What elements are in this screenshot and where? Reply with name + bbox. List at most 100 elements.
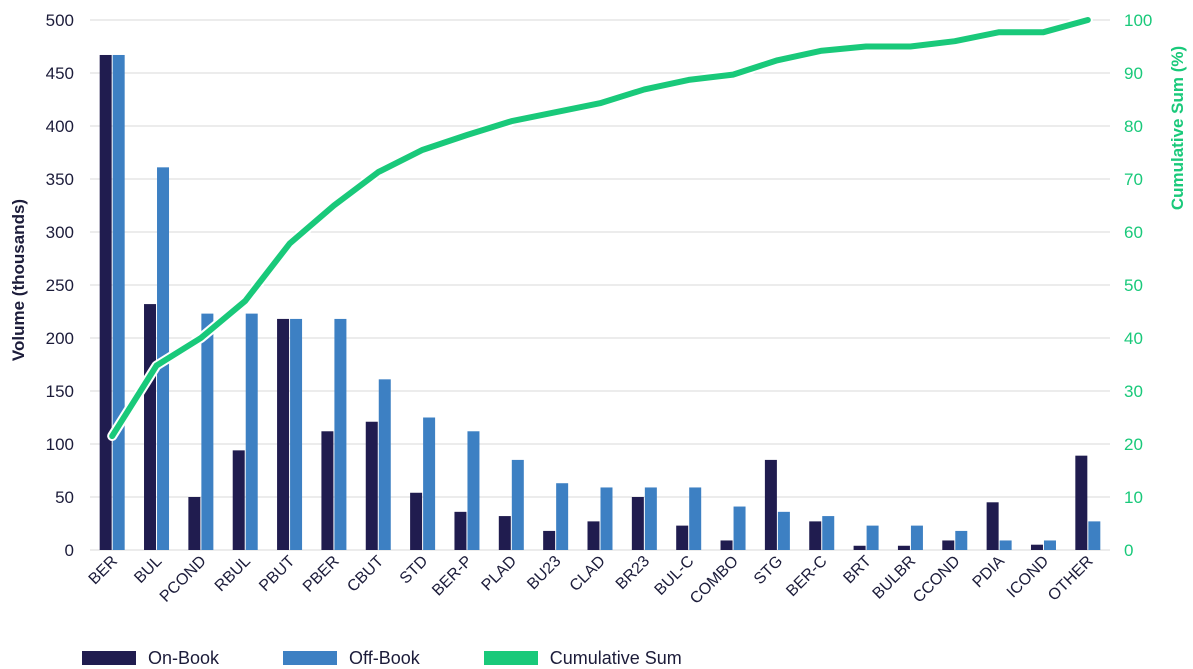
left-tick-label: 150: [46, 382, 74, 401]
left-tick-label: 250: [46, 276, 74, 295]
left-tick-label: 100: [46, 435, 74, 454]
right-tick-label: 20: [1124, 435, 1143, 454]
bar-off-book: [245, 313, 258, 550]
right-tick-label: 30: [1124, 382, 1143, 401]
category-label: BUL: [131, 553, 165, 587]
bar-off-book: [467, 431, 480, 550]
bar-on-book: [498, 516, 511, 550]
bar-on-book: [986, 502, 999, 550]
category-label: STG: [751, 553, 786, 588]
left-axis-ticks: 0 50 100 150 200 250 300 350 400 450 500: [46, 11, 74, 560]
bar-off-book: [644, 487, 657, 550]
legend-item-on-book: On-Book: [82, 648, 219, 669]
left-axis-title: Volume (thousands): [9, 199, 28, 361]
legend-swatch-cumulative: [483, 651, 538, 665]
bar-off-book: [955, 530, 968, 550]
bar-on-book: [764, 459, 777, 550]
right-tick-label: 40: [1124, 329, 1143, 348]
right-axis-ticks: 0 10 20 30 40 50 60 70 80 90 100: [1124, 11, 1152, 560]
cumulative-line: [109, 17, 1091, 440]
left-tick-label: 300: [46, 223, 74, 242]
bar-off-book: [511, 459, 524, 550]
category-label: CLAD: [567, 553, 609, 595]
bar-off-book: [290, 318, 303, 550]
bar-on-book: [676, 525, 689, 550]
bar-on-book: [232, 450, 245, 550]
right-tick-label: 90: [1124, 64, 1143, 83]
bar-on-book: [144, 304, 157, 550]
category-label: PBUT: [256, 553, 298, 595]
category-label: BER-C: [783, 553, 830, 600]
bar-off-book: [822, 516, 835, 550]
bar-on-book: [720, 540, 733, 550]
category-label: BU23: [524, 553, 564, 593]
bar-off-book: [600, 487, 613, 550]
bar-on-book: [942, 540, 955, 550]
bar-off-book: [866, 525, 879, 550]
bar-off-book: [1088, 521, 1101, 550]
category-label: CCOND: [910, 553, 964, 607]
left-tick-label: 50: [55, 488, 74, 507]
category-label: CBUT: [344, 553, 387, 596]
right-tick-label: 60: [1124, 223, 1143, 242]
bar-on-book: [587, 521, 600, 550]
bar-on-book: [1030, 544, 1043, 550]
legend-swatch-on-book: [82, 651, 136, 665]
cumulative-line-outline: [107, 15, 1093, 442]
bar-on-book: [1075, 455, 1088, 550]
bar-on-book: [188, 497, 201, 550]
bar-on-book: [631, 497, 644, 550]
left-tick-label: 350: [46, 170, 74, 189]
right-tick-label: 50: [1124, 276, 1143, 295]
right-tick-label: 0: [1124, 541, 1133, 560]
category-label: BR23: [613, 553, 653, 593]
bar-on-book: [277, 318, 290, 550]
bar-off-book: [999, 540, 1012, 550]
bar-on-book: [99, 54, 112, 550]
category-label: PDIA: [970, 553, 1009, 592]
legend-item-cumulative: Cumulative Sum: [483, 647, 682, 669]
bar-off-book: [733, 506, 746, 550]
bar-on-book: [853, 545, 866, 550]
bar-on-book: [365, 421, 378, 550]
bar-off-book: [112, 54, 125, 550]
bar-on-book: [410, 492, 423, 550]
left-tick-label: 500: [46, 11, 74, 30]
left-tick-label: 0: [65, 541, 74, 560]
bar-on-book: [543, 530, 556, 550]
category-label: ICOND: [1004, 553, 1052, 601]
category-label: PLAD: [479, 553, 521, 595]
legend-label-off-book: Off-Book: [349, 647, 420, 668]
left-tick-label: 450: [46, 64, 74, 83]
category-label: BER-P: [429, 553, 476, 600]
right-tick-label: 70: [1124, 170, 1143, 189]
bar-on-book: [454, 511, 467, 550]
bar-off-book: [201, 313, 214, 550]
bar-off-book: [423, 417, 436, 550]
right-tick-label: 10: [1124, 488, 1143, 507]
legend-label-on-book: On-Book: [148, 647, 220, 668]
bar-off-book: [1043, 540, 1056, 550]
bar-on-book: [321, 431, 334, 550]
category-label: OTHER: [1045, 553, 1097, 605]
category-label: PBER: [300, 553, 343, 596]
bar-off-book: [378, 379, 391, 550]
legend-swatch-off-book: [283, 651, 338, 665]
legend-item-off-book: Off-Book: [283, 648, 420, 669]
category-label: BRT: [840, 553, 875, 588]
bar-off-book: [777, 511, 790, 550]
category-label: COMBO: [687, 553, 742, 608]
legend-label-cumulative: Cumulative Sum: [549, 647, 682, 668]
bar-off-book: [910, 525, 923, 550]
cumulative-line-group: [107, 15, 1093, 442]
legend: On-Book Off-Book Cumulative Sum: [82, 647, 746, 669]
right-axis-title: Cumulative Sum (%): [1168, 46, 1187, 210]
category-label: BER: [86, 553, 121, 588]
left-tick-label: 400: [46, 117, 74, 136]
bar-off-book: [556, 483, 569, 550]
bar-off-book: [689, 487, 702, 550]
right-tick-label: 100: [1124, 11, 1152, 30]
category-label: PCOND: [157, 553, 210, 606]
